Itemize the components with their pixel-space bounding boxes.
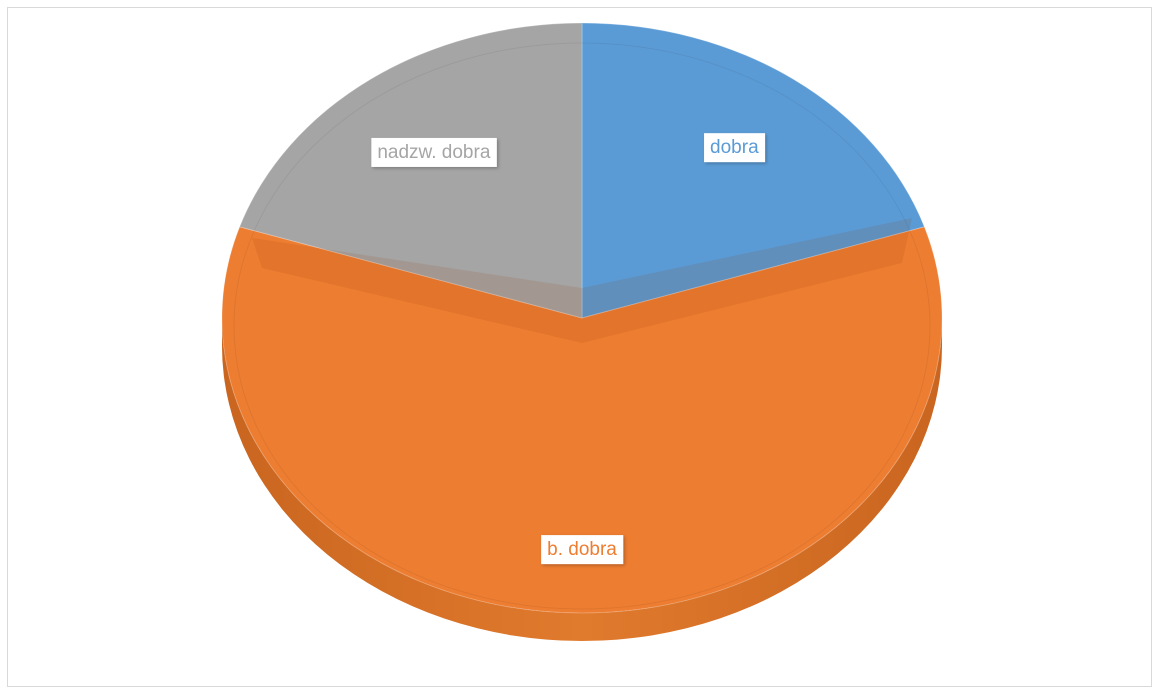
data-label-box: [541, 535, 624, 565]
pie-slice-b-dobra: [221, 226, 943, 614]
data-label-b-dobra: b. dobra: [541, 535, 624, 565]
pie-inner-rim: [233, 42, 931, 610]
data-label-text: dobra: [710, 137, 759, 158]
data-label-text: b. dobra: [547, 539, 617, 560]
data-label-box: [371, 137, 497, 167]
data-label-box: [704, 133, 766, 163]
pie-slice-nadzw-dobra: [238, 22, 583, 319]
pie-shading-band: [252, 218, 912, 343]
data-label-dobra: dobra: [704, 133, 766, 163]
data-label-text: nadzw. dobra: [377, 142, 490, 163]
data-label-nadzw-dobra: nadzw. dobra: [371, 137, 497, 167]
pie-slice-dobra: [581, 22, 926, 319]
